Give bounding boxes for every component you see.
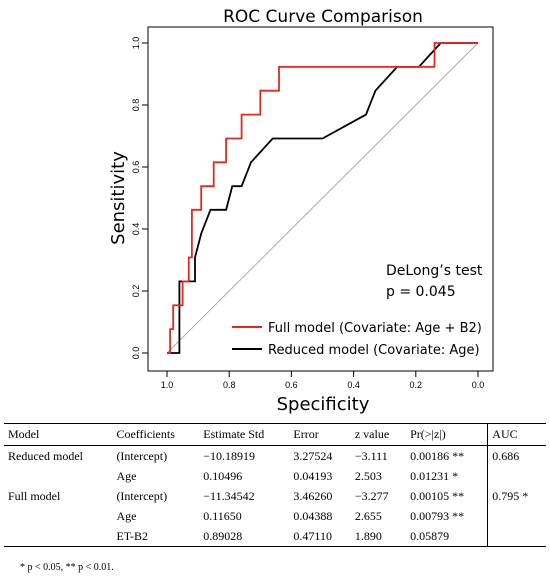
table-footnote: * p < 0.05, ** p < 0.01. (20, 562, 114, 573)
cell-error: 0.04388 (293, 508, 333, 523)
x-tick-label: 0.6 (285, 380, 298, 390)
roc-chart: ROC Curve Comparison Specificity Sensiti… (108, 7, 494, 415)
cell-p-value: 0.00105 ** (410, 488, 465, 503)
header-z-value: z value (350, 423, 407, 446)
y-tick-label: 0.2 (131, 285, 141, 298)
cell-error: 0.47110 (289, 526, 351, 547)
header-model: Model (4, 423, 113, 446)
cell-coefficient: ET-B2 (112, 526, 200, 547)
x-axis-label: Specificity (277, 394, 370, 415)
cell-estimate: −11.34542 (203, 488, 255, 503)
y-axis-label: Sensitivity (108, 151, 129, 245)
x-tick-label: 0.8 (223, 380, 236, 390)
cell-model (4, 506, 112, 526)
header-estimate: Estimate Std (199, 423, 290, 446)
cell-estimate: −10.18919 (203, 448, 256, 463)
cell-z-value: 2.655 (354, 508, 382, 523)
y-tick-label: 0.4 (131, 223, 141, 236)
table-row: Reduced model (Intercept) −10.18919 3.27524… (4, 445, 546, 466)
header-auc: AUC (487, 423, 546, 446)
cell-p-value: 0.05879 (406, 526, 488, 547)
cell-coefficient: Age (116, 468, 137, 483)
cell-z-value: −3.111 (354, 448, 388, 463)
cell-z-value: −3.277 (354, 488, 389, 503)
cell-coefficient: (Intercept) (116, 448, 168, 463)
annotation-test-name: DeLong’s test (386, 263, 483, 279)
legend-label-reduced: Reduced model (Covariate: Age) (268, 343, 480, 358)
cell-error: 3.46260 (293, 488, 333, 503)
chart-title: ROC Curve Comparison (223, 7, 423, 27)
cell-auc (487, 466, 546, 486)
y-tick-label: 0.8 (131, 99, 141, 112)
x-tick-label: 0.0 (472, 380, 485, 390)
cell-auc (487, 506, 546, 526)
cell-p-value: 0.01231 * (410, 468, 459, 483)
y-tick-label: 0.6 (131, 161, 141, 174)
cell-estimate: 0.10496 (203, 468, 243, 483)
cell-coefficient: (Intercept) (116, 488, 168, 503)
table-row: Age 0.10496 0.04193 2.503 0.01231 * (4, 466, 546, 486)
cell-error: 3.27524 (293, 448, 333, 463)
x-tick-label: 1.0 (161, 380, 174, 390)
cell-auc (487, 526, 546, 547)
cell-error: 0.04193 (293, 468, 333, 483)
header-coefficient: Coefficients (112, 423, 200, 446)
cell-p-value: 0.00793 ** (410, 508, 465, 523)
coefficients-table: Model Coefficients Estimate Std Error z valu… (4, 423, 546, 547)
roc-marks (167, 42, 478, 354)
cell-model: Reduced model (8, 448, 83, 463)
table-row: Full model (Intercept) −11.34542 3.46260 −3.… (4, 486, 546, 506)
cell-z-value: 1.890 (350, 526, 407, 547)
table-row: Age 0.11650 0.04388 2.655 0.00793 ** (4, 506, 546, 526)
cell-auc: 0.686 (487, 445, 546, 466)
cell-coefficient: Age (116, 508, 137, 523)
reference-diagonal (166, 42, 479, 354)
cell-estimate: 0.89028 (199, 526, 290, 547)
legend-label-full: Full model (Covariate: Age + B2) (268, 321, 482, 336)
x-tick-label: 0.2 (410, 380, 423, 390)
y-tick-label: 0.0 (131, 347, 141, 360)
y-tick-label: 1.0 (131, 37, 141, 50)
plot-frame (147, 26, 494, 372)
annotation-p-value: p = 0.045 (386, 284, 456, 300)
table-row: ET-B2 0.89028 0.47110 1.890 0.05879 (4, 526, 546, 547)
table-header-row: Model Coefficients Estimate Std Error z valu… (4, 423, 546, 446)
header-error: Error (289, 423, 351, 446)
cell-p-value: 0.00186 ** (410, 448, 465, 463)
header-p-value: Pr(>|z|) (406, 423, 488, 446)
cell-model: Full model (8, 488, 61, 503)
x-tick-label: 0.4 (347, 380, 360, 390)
cell-model (4, 526, 113, 547)
cell-model (4, 466, 112, 486)
roc-line-full-model (167, 42, 478, 354)
cell-z-value: 2.503 (354, 468, 382, 483)
cell-estimate: 0.11650 (203, 508, 242, 523)
cell-auc: 0.795 * (487, 486, 546, 506)
